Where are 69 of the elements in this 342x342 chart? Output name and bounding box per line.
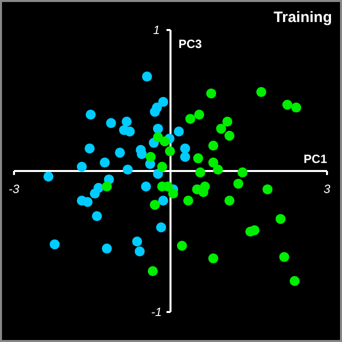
point — [256, 87, 266, 98]
point — [146, 152, 156, 162]
point — [176, 240, 187, 251]
point — [180, 152, 190, 162]
point — [262, 184, 273, 194]
point — [124, 126, 135, 137]
point — [208, 253, 218, 264]
point — [106, 118, 116, 128]
point — [212, 164, 223, 175]
point — [282, 100, 292, 110]
point — [134, 246, 145, 256]
point — [291, 102, 302, 113]
point — [157, 162, 168, 172]
point — [140, 182, 151, 192]
point — [150, 106, 160, 117]
point — [290, 276, 300, 286]
point — [194, 110, 204, 120]
point — [164, 146, 175, 156]
point — [76, 162, 87, 172]
point — [122, 116, 132, 127]
point — [208, 140, 218, 151]
point — [152, 168, 163, 179]
point — [245, 226, 256, 237]
point — [50, 239, 60, 250]
point — [114, 148, 125, 158]
y-axis-title: PC3 — [178, 37, 202, 51]
point — [224, 130, 234, 141]
point — [216, 124, 226, 134]
point — [148, 266, 158, 276]
point — [100, 158, 110, 168]
point — [237, 167, 248, 178]
x-tick-label: -3 — [8, 182, 20, 196]
point — [208, 158, 218, 168]
point — [183, 196, 194, 206]
x-tick-label: 3 — [324, 182, 331, 196]
point — [224, 196, 234, 206]
chart-title: Training — [274, 9, 332, 26]
point — [92, 211, 102, 222]
point — [84, 143, 95, 154]
y-tick-label: -1 — [151, 305, 162, 319]
point — [82, 197, 93, 208]
point — [102, 182, 112, 192]
point — [185, 114, 196, 124]
point — [43, 172, 54, 182]
point — [276, 214, 286, 224]
point — [102, 244, 112, 254]
point — [86, 110, 96, 120]
point — [136, 149, 147, 160]
point — [160, 136, 170, 146]
point — [222, 116, 232, 127]
point — [122, 164, 133, 175]
point — [132, 236, 142, 246]
point — [180, 143, 190, 154]
point — [193, 153, 204, 164]
point — [158, 196, 168, 206]
point — [158, 96, 168, 107]
point — [168, 188, 178, 199]
y-tick-label: 1 — [153, 23, 160, 37]
point — [206, 88, 216, 98]
point — [156, 222, 166, 232]
point — [174, 126, 184, 137]
point — [142, 72, 152, 82]
point — [233, 178, 244, 189]
point — [152, 124, 163, 134]
x-axis-title: PC1 — [304, 152, 328, 166]
point — [150, 200, 160, 210]
point — [279, 252, 290, 262]
point — [195, 167, 206, 178]
point — [90, 188, 100, 199]
